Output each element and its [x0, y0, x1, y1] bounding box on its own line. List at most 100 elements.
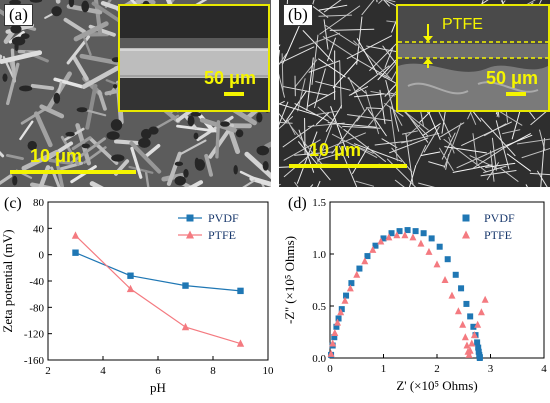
- fiber-strand: [82, 36, 92, 56]
- fiber-strand: [461, 121, 512, 146]
- data-point-pvdf: [343, 292, 350, 299]
- pore: [110, 119, 123, 131]
- fiber-strand: [81, 64, 122, 89]
- data-point-pvdf: [335, 315, 342, 322]
- fiber-strand: [322, 132, 366, 151]
- x-tick-label: 10: [263, 365, 275, 377]
- fiber-strand: [19, 120, 34, 141]
- pore: [111, 154, 125, 162]
- data-point-pvdf: [428, 235, 435, 242]
- data-point-pvdf: [474, 339, 481, 346]
- fiber-strand: [379, 89, 386, 125]
- fiber-strand: [298, 141, 331, 181]
- fiber-strand: [284, 90, 307, 123]
- pore: [9, 0, 21, 6]
- pore: [53, 92, 61, 104]
- pore: [112, 84, 118, 89]
- x-tick-label: 2: [434, 363, 440, 375]
- legend-label: PVDF: [484, 211, 515, 225]
- data-point-ptfe: [333, 318, 341, 326]
- fiber-strand: [499, 167, 519, 182]
- fiber-strand: [39, 104, 65, 119]
- series-group-d: [327, 227, 489, 361]
- fiber-strand: [130, 146, 143, 179]
- fiber-strand: [329, 28, 375, 31]
- fiber-strand: [448, 136, 455, 154]
- fiber-strand: [314, 68, 326, 109]
- fiber-strand: [260, 180, 265, 187]
- y-tick-label: 0: [39, 250, 45, 262]
- legend-marker: [186, 230, 194, 239]
- fiber-strand: [330, 106, 350, 158]
- fiber-strand: [71, 136, 92, 151]
- legend-d: PVDF PTFE: [462, 211, 515, 242]
- data-point-ptfe: [337, 308, 345, 316]
- fiber-strand: [311, 0, 315, 7]
- pore: [10, 24, 22, 34]
- fiber-strand: [353, 143, 403, 162]
- fiber-strand: [483, 165, 507, 173]
- fiber-strand: [85, 83, 98, 130]
- fiber-strand: [409, 164, 417, 187]
- fiber-strand: [441, 132, 456, 160]
- data-point-ptfe: [126, 284, 135, 293]
- y-tick-label: 0.5: [312, 301, 326, 313]
- fiber-strand: [188, 180, 204, 187]
- data-point-ptfe: [474, 320, 482, 328]
- fiber-strand: [34, 111, 53, 148]
- panel-letter-c: (c): [4, 195, 22, 212]
- fiber-strand: [281, 53, 284, 92]
- fiber-strand: [502, 129, 521, 135]
- fiber-strand: [351, 56, 390, 79]
- fiber-strand: [192, 0, 208, 8]
- data-point-pvdf: [372, 242, 379, 249]
- cross-section-inset-pvdf: 50 μm: [118, 4, 270, 112]
- fiber-strand: [304, 117, 306, 155]
- fiber-strand: [339, 60, 342, 109]
- fiber-strand: [279, 46, 315, 65]
- data-point-ptfe: [71, 231, 80, 239]
- fiber-strand: [317, 180, 321, 187]
- data-point-ptfe: [236, 339, 245, 347]
- y-tick-label: 1.5: [312, 197, 326, 209]
- fiber-strand: [401, 132, 440, 144]
- fiber-strand: [456, 145, 505, 169]
- data-point-ptfe: [327, 349, 335, 357]
- fiber-strand: [283, 148, 317, 178]
- fiber-strand: [347, 77, 366, 94]
- fiber-strand: [383, 0, 390, 7]
- fiber-strand: [369, 43, 398, 72]
- cross-section-image-pvdf: [120, 6, 268, 110]
- data-point-pvdf: [331, 334, 338, 341]
- fiber-strand: [342, 125, 381, 129]
- data-point-ptfe: [425, 247, 433, 255]
- pore: [220, 121, 230, 127]
- fiber-strand: [343, 128, 387, 162]
- y-tick-label: -120: [24, 329, 45, 341]
- scale-label-b: 10 μm: [309, 140, 362, 160]
- fiber-strand: [307, 91, 336, 107]
- data-point-ptfe: [329, 339, 337, 347]
- fiber-strand: [428, 161, 445, 167]
- x-tick-label: 1: [381, 363, 387, 375]
- data-point-pvdf: [412, 228, 419, 235]
- data-point-ptfe: [385, 233, 393, 241]
- panel-letter-a: (a): [4, 4, 33, 26]
- fiber-strand: [367, 86, 401, 127]
- panel-letter-b: (b): [283, 4, 313, 26]
- data-point-pvdf: [237, 287, 244, 295]
- fiber-strand: [415, 144, 427, 165]
- fiber-strand: [325, 105, 343, 132]
- legend-marker: [462, 214, 470, 222]
- data-point-pvdf: [452, 271, 459, 278]
- data-point-ptfe: [346, 284, 354, 292]
- fiber-strand: [366, 45, 402, 54]
- data-point-pvdf: [348, 280, 355, 287]
- fiber-strand: [315, 112, 330, 125]
- x-tick-label: 8: [210, 365, 216, 377]
- fiber-strand: [79, 53, 123, 66]
- fiber-strand: [323, 19, 329, 50]
- pore: [14, 42, 19, 52]
- pore: [138, 137, 151, 148]
- fiber-strand: [114, 139, 140, 146]
